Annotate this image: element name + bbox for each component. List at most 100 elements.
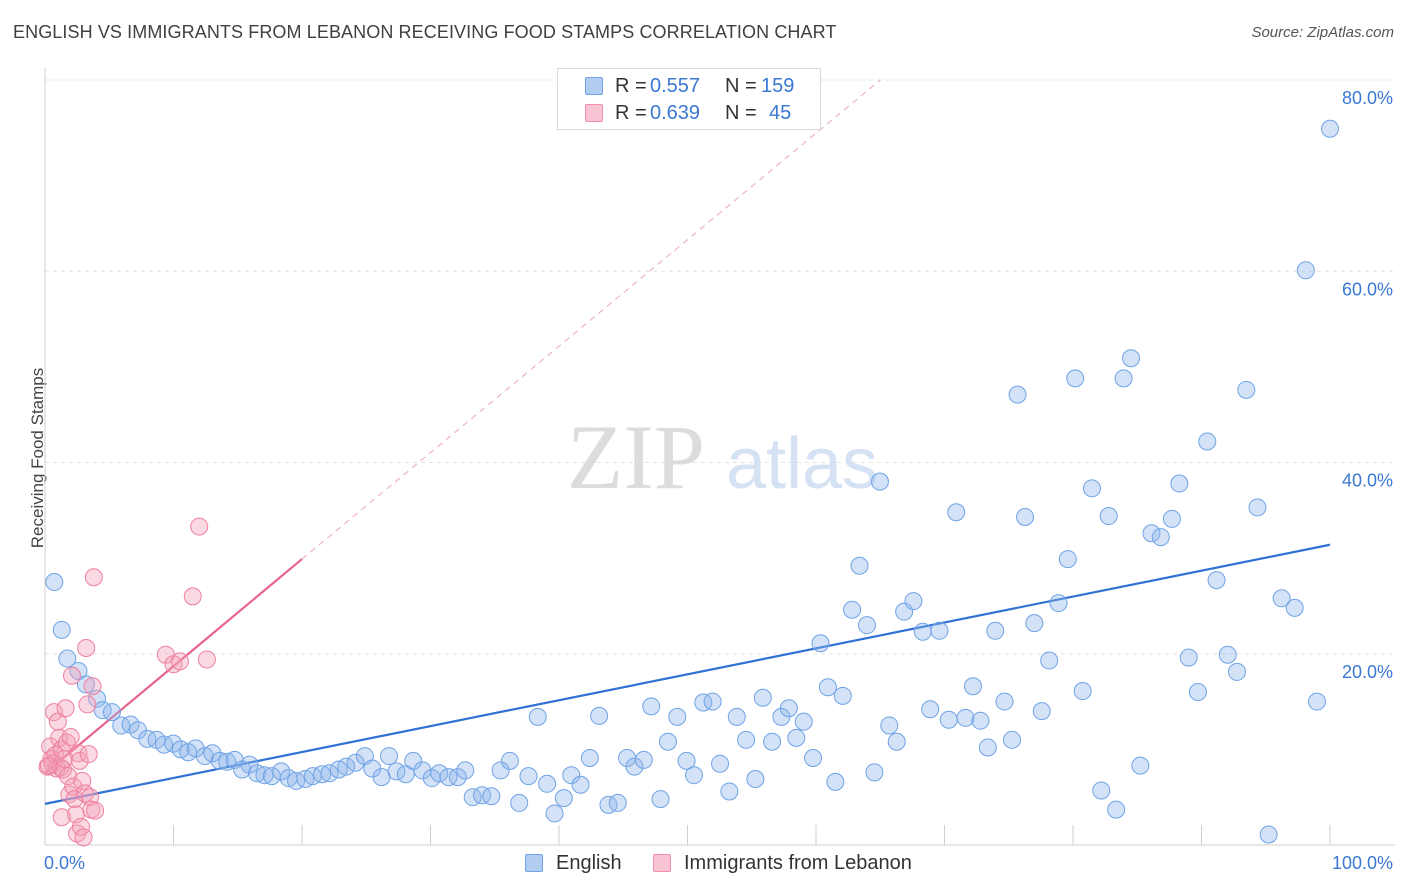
data-point-lebanon — [77, 639, 96, 658]
data-point-english — [1040, 651, 1059, 670]
data-point-english — [562, 766, 581, 785]
data-point-english — [804, 748, 823, 767]
y-tick-label: 20.0% — [1342, 662, 1393, 682]
data-point-english — [651, 790, 670, 809]
data-point-english — [746, 770, 765, 789]
data-point-english — [346, 753, 365, 772]
data-point-english — [590, 706, 609, 725]
data-point-english — [1092, 781, 1111, 800]
data-point-english — [850, 556, 869, 575]
data-point-english — [956, 708, 975, 727]
data-point-english — [272, 762, 291, 781]
data-point-english — [500, 751, 519, 770]
data-point-lebanon — [70, 751, 89, 770]
data-point-english — [186, 739, 205, 758]
bottom-legend-english: English — [556, 852, 622, 874]
data-point-english — [491, 761, 510, 780]
data-point-english — [1272, 589, 1291, 608]
data-point-english — [320, 764, 339, 783]
data-point-english — [668, 707, 687, 726]
data-point-english — [1073, 682, 1092, 701]
data-point-english — [528, 707, 547, 726]
x-tick-label-max: 100.0% — [1332, 853, 1393, 873]
data-point-english — [1228, 662, 1247, 681]
data-point-english — [545, 804, 564, 823]
legend-n-value-lebanon: 45 — [769, 102, 792, 124]
data-point-english — [439, 768, 458, 787]
data-point-english — [634, 750, 653, 769]
data-point-english — [642, 697, 661, 716]
data-point-lebanon — [78, 695, 97, 714]
data-point-english — [1003, 730, 1022, 749]
data-point-english — [1058, 550, 1077, 569]
data-point-lebanon — [84, 568, 103, 587]
axes — [44, 68, 1395, 846]
data-point-english — [711, 754, 730, 773]
legend-r-value-english: 0.557 — [650, 75, 701, 97]
data-point-english — [45, 573, 64, 592]
data-point-english — [930, 621, 949, 640]
data-point-english — [1162, 509, 1181, 528]
data-point-english — [1151, 528, 1170, 547]
data-point-english — [58, 649, 77, 668]
data-point-english — [1122, 349, 1141, 368]
data-point-lebanon — [56, 699, 75, 718]
data-point-lebanon — [74, 828, 93, 847]
data-point-english — [608, 793, 627, 812]
data-point-english — [1321, 119, 1339, 138]
bottom-legend-swatch-lebanon — [653, 854, 671, 872]
data-point-english — [1296, 261, 1315, 280]
data-point-english — [112, 716, 131, 735]
x-tick-label-min: 0.0% — [44, 853, 85, 873]
data-point-english — [155, 735, 174, 754]
data-point-english — [463, 788, 482, 807]
data-point-english — [1218, 645, 1237, 664]
data-point-english — [52, 620, 71, 639]
data-point-lebanon — [86, 801, 105, 820]
data-point-english — [658, 732, 677, 751]
data-point-english — [779, 699, 798, 718]
data-point-english — [727, 707, 746, 726]
data-point-lebanon — [170, 652, 189, 671]
data-point-english — [904, 592, 923, 611]
data-point-english — [818, 678, 837, 697]
data-point-english — [1237, 380, 1256, 399]
data-point-english — [995, 692, 1014, 711]
data-point-english — [138, 729, 157, 748]
data-point-english — [971, 711, 990, 730]
data-point-english — [1207, 571, 1226, 590]
data-point-english — [625, 757, 644, 776]
legend-swatch-english — [585, 77, 603, 95]
data-point-english — [826, 772, 845, 791]
data-point-english — [843, 600, 862, 619]
data-point-lebanon — [52, 808, 71, 827]
data-point-english — [430, 764, 449, 783]
data-point-english — [102, 703, 121, 722]
data-point-english — [870, 472, 889, 491]
data-point-english — [76, 675, 95, 694]
data-point-english — [337, 757, 356, 776]
data-point-lebanon — [190, 517, 209, 536]
data-point-lebanon — [62, 666, 81, 685]
data-points — [38, 119, 1339, 847]
data-point-english — [473, 786, 492, 805]
data-point-english — [380, 747, 399, 766]
data-point-english — [1107, 800, 1126, 819]
y-tick-label: 60.0% — [1342, 279, 1393, 299]
data-point-english — [1082, 479, 1101, 498]
data-point-english — [218, 752, 237, 771]
data-point-english — [1170, 474, 1189, 493]
gridlines — [45, 79, 1395, 655]
data-point-english — [296, 770, 315, 789]
data-point-lebanon — [197, 650, 216, 669]
data-point-english — [1198, 432, 1217, 451]
data-point-english — [833, 686, 852, 705]
data-point-english — [963, 677, 982, 696]
data-point-english — [787, 728, 806, 747]
legend-n-value-english: 159 — [761, 75, 795, 97]
data-point-english — [986, 621, 1005, 640]
data-point-english — [887, 732, 906, 751]
data-point-lebanon — [44, 703, 63, 722]
data-point-english — [448, 768, 467, 787]
data-point-english — [880, 716, 899, 735]
